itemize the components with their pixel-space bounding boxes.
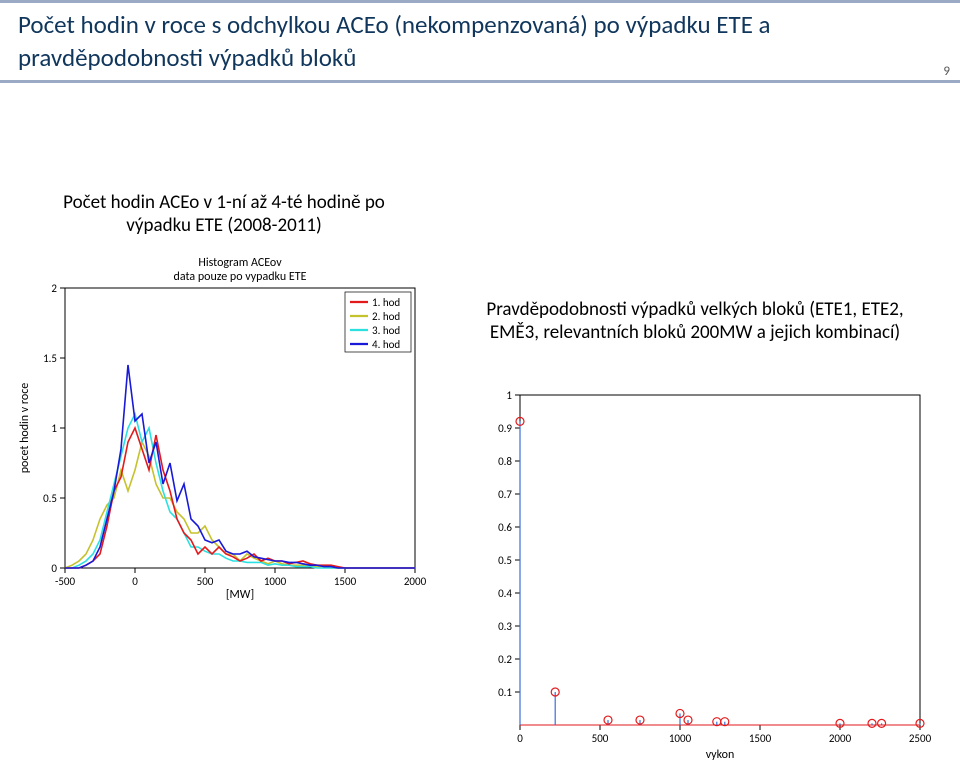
svg-text:2000: 2000 bbox=[829, 732, 852, 745]
svg-text:0.5: 0.5 bbox=[43, 492, 57, 505]
svg-text:0: 0 bbox=[132, 575, 138, 588]
histogram-xticks: -500 0 500 1000 1500 2000 bbox=[55, 568, 427, 588]
page-number: 9 bbox=[943, 64, 950, 79]
subtitle-left: Počet hodin ACEo v 1-ní až 4-té hodině p… bbox=[34, 191, 414, 237]
svg-text:-500: -500 bbox=[55, 575, 76, 588]
svg-text:0.3: 0.3 bbox=[498, 620, 512, 633]
svg-text:1500: 1500 bbox=[334, 575, 357, 588]
svg-text:2000: 2000 bbox=[404, 575, 427, 588]
svg-text:0.9: 0.9 bbox=[498, 422, 512, 435]
svg-text:0.1: 0.1 bbox=[498, 686, 512, 699]
stem-xticks: 0 500 1000 1500 2000 2500 bbox=[517, 725, 931, 745]
page-title: Počet hodin v roce s odchylkou ACEo (nek… bbox=[18, 9, 942, 74]
histogram-yticks: 0 0.5 1 1.5 2 bbox=[43, 282, 65, 575]
stem-frame bbox=[520, 395, 920, 725]
stem-chart: 05001000150020002500 0.10.20.30.40.50.60… bbox=[470, 383, 940, 773]
svg-text:500: 500 bbox=[197, 575, 214, 588]
svg-text:2500: 2500 bbox=[909, 732, 932, 745]
stem-xlabel: vykon bbox=[706, 748, 735, 762]
svg-text:1: 1 bbox=[506, 389, 512, 402]
svg-text:1.5: 1.5 bbox=[43, 352, 57, 365]
histogram-chart: Histogram ACEov data pouze po vypadku ET… bbox=[10, 248, 450, 618]
svg-text:0.5: 0.5 bbox=[498, 554, 512, 567]
svg-text:0.8: 0.8 bbox=[498, 455, 512, 468]
histogram-title: Histogram ACEov data pouze po vypadku ET… bbox=[174, 256, 307, 284]
svg-text:1000: 1000 bbox=[264, 575, 287, 588]
svg-text:1500: 1500 bbox=[749, 732, 772, 745]
svg-text:1000: 1000 bbox=[669, 732, 692, 745]
histogram-ylabel: pocet hodin v roce bbox=[18, 383, 32, 474]
svg-text:0: 0 bbox=[517, 732, 523, 745]
svg-text:2. hod: 2. hod bbox=[372, 310, 400, 323]
svg-text:0: 0 bbox=[51, 562, 57, 575]
subtitle-right: Pravděpodobnosti výpadků velkých bloků (… bbox=[480, 298, 910, 344]
svg-text:Histogram ACEov: Histogram ACEov bbox=[198, 256, 282, 270]
svg-text:0.4: 0.4 bbox=[498, 587, 512, 600]
svg-text:1: 1 bbox=[51, 422, 57, 435]
histogram-xlabel: [MW] bbox=[226, 588, 254, 602]
stem-yticks: 0.1 0.2 0.3 0.4 0.5 0.6 0.7 0.8 0.9 1 bbox=[498, 389, 520, 699]
svg-text:500: 500 bbox=[592, 732, 609, 745]
svg-text:data pouze po vypadku ETE: data pouze po vypadku ETE bbox=[174, 270, 307, 284]
svg-text:4. hod: 4. hod bbox=[372, 338, 400, 351]
title-bar: Počet hodin v roce s odchylkou ACEo (nek… bbox=[0, 0, 960, 83]
svg-text:0.7: 0.7 bbox=[498, 488, 512, 501]
histogram-legend: 1. hod2. hod3. hod4. hod bbox=[345, 292, 411, 352]
svg-text:3. hod: 3. hod bbox=[372, 324, 400, 337]
svg-text:0.2: 0.2 bbox=[498, 653, 512, 666]
svg-text:2: 2 bbox=[51, 282, 57, 295]
svg-text:1. hod: 1. hod bbox=[372, 296, 400, 309]
svg-text:0.6: 0.6 bbox=[498, 521, 512, 534]
